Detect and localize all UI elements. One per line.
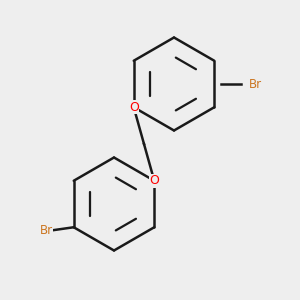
Text: O: O xyxy=(129,101,139,114)
Text: Br: Br xyxy=(40,224,53,237)
Text: Br: Br xyxy=(249,77,262,91)
Text: O: O xyxy=(149,174,159,187)
